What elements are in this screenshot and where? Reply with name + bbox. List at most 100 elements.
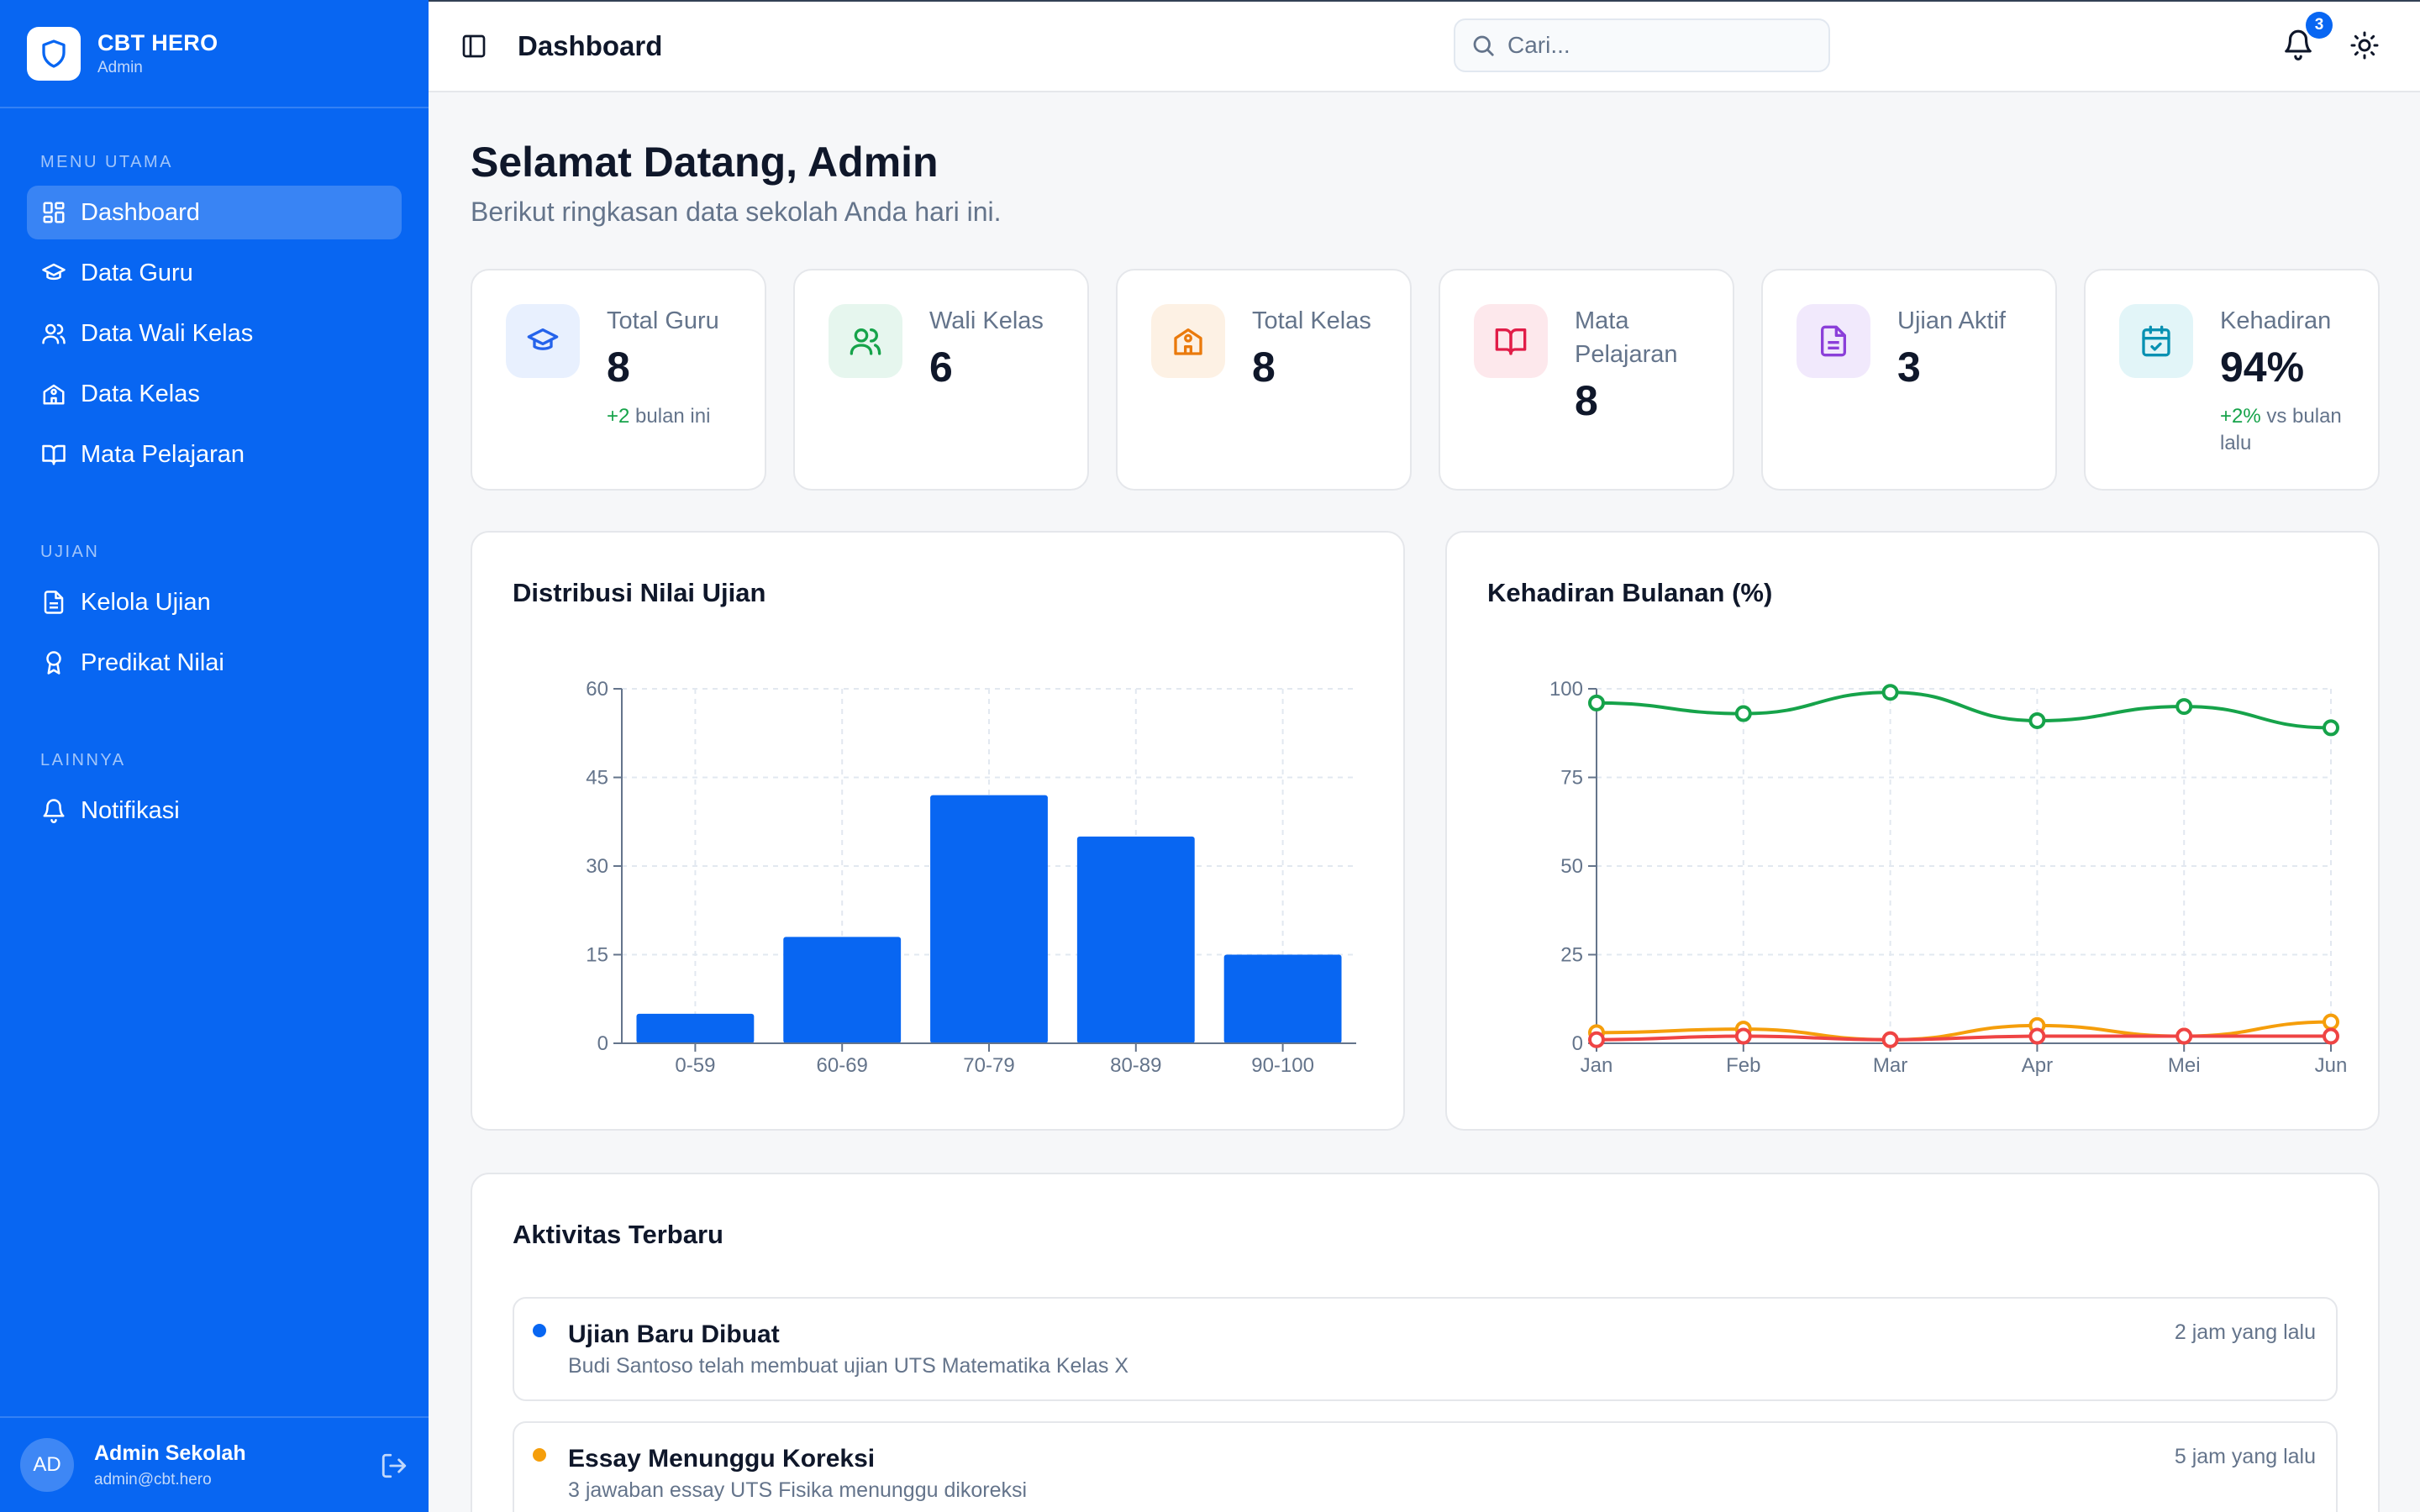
- chart-title: Distribusi Nilai Ujian: [513, 578, 766, 607]
- school-icon: [40, 381, 67, 407]
- user-email: admin@cbt.hero: [94, 1470, 212, 1488]
- series-point: [2323, 719, 2339, 737]
- logout-icon[interactable]: [380, 1452, 408, 1480]
- shield-icon: [27, 26, 81, 81]
- user-name: Admin Sekolah: [94, 1441, 246, 1465]
- stats-row: Total Guru 8 +2 bulan ini Wali Kelas 6 T…: [471, 269, 2380, 491]
- sidebar-item-data-wali-kelas[interactable]: Data Wali Kelas: [27, 307, 402, 360]
- x-tick-label: 90-100: [1251, 1054, 1314, 1077]
- series-point: [2175, 1027, 2193, 1045]
- line-chart: 0 25 50 75 100 Jan Feb Mar Apr Mei Jun: [1549, 678, 2347, 1077]
- sidebar-item-data-guru[interactable]: Data Guru: [27, 246, 402, 300]
- stat-label: Mata Pelajaran: [1575, 307, 1678, 368]
- series-point: [2323, 1027, 2339, 1045]
- y-tick-label: 50: [1560, 855, 1583, 878]
- status-dot: [533, 1448, 546, 1462]
- users-icon: [40, 320, 67, 347]
- graduation-cap-icon: [506, 304, 580, 378]
- y-tick-label: 0: [597, 1032, 608, 1055]
- sidebar-item-mata-pelajaran[interactable]: Mata Pelajaran: [27, 428, 402, 481]
- welcome-subtitle: Berikut ringkasan data sekolah Anda hari…: [471, 197, 1002, 227]
- status-dot: [533, 1324, 546, 1337]
- stat-note: +2 bulan ini: [607, 403, 765, 430]
- sidebar-toggle-icon[interactable]: [459, 31, 489, 61]
- stat-value: 6: [929, 344, 953, 391]
- stat-card-ujian-aktif[interactable]: Ujian Aktif 3: [1761, 269, 2057, 491]
- x-tick-label: Feb: [1726, 1054, 1760, 1077]
- sidebar-item-data-kelas[interactable]: Data Kelas: [27, 367, 402, 421]
- sidebar-item-label: Data Guru: [81, 259, 193, 286]
- stat-label: Kehadiran: [2220, 307, 2332, 334]
- notification-bell-icon[interactable]: [2282, 29, 2316, 62]
- activity-item-desc: 3 jawaban essay UTS Fisika menunggu diko…: [568, 1478, 1028, 1502]
- x-tick-label: Mei: [2168, 1054, 2201, 1077]
- sidebar-item-kelola-ujian[interactable]: Kelola Ujian: [27, 575, 402, 629]
- y-tick-label: 30: [586, 855, 608, 878]
- nav-section-ujian: UJIAN Kelola Ujian Predikat Nilai: [0, 543, 402, 696]
- sidebar-item-predikat-nilai[interactable]: Predikat Nilai: [27, 636, 402, 690]
- x-tick-label: 60-69: [817, 1054, 868, 1077]
- sidebar-item-notifikasi[interactable]: Notifikasi: [27, 784, 402, 837]
- activity-item-desc: Budi Santoso telah membuat ujian UTS Mat…: [568, 1354, 1129, 1378]
- bar: [783, 937, 902, 1043]
- sidebar-item-label: Dashboard: [81, 198, 200, 226]
- stat-value: 8: [1252, 344, 1276, 391]
- activity-item-time: 5 jam yang lalu: [2174, 1445, 2316, 1468]
- activity-item[interactable]: Ujian Baru Dibuat Budi Santoso telah mem…: [513, 1297, 2338, 1401]
- activity-item-time: 2 jam yang lalu: [2174, 1320, 2316, 1344]
- activity-item[interactable]: Essay Menunggu Koreksi 3 jawaban essay U…: [513, 1421, 2338, 1512]
- brand[interactable]: CBT HERO Admin: [0, 0, 429, 108]
- users-icon: [829, 304, 902, 378]
- stat-value: 94%: [2220, 344, 2305, 391]
- series-point: [2028, 711, 2046, 729]
- stat-card-wali-kelas[interactable]: Wali Kelas 6: [793, 269, 1089, 491]
- main-content: Selamat Datang, Admin Berikut ringkasan …: [471, 92, 2380, 1512]
- series-point: [1881, 684, 1899, 701]
- bell-icon: [40, 797, 67, 824]
- sidebar-item-label: Data Wali Kelas: [81, 319, 254, 347]
- stat-label: Ujian Aktif: [1897, 307, 2006, 334]
- chart-card-kehadiran-bulanan: Kehadiran Bulanan (%) 0 25 50 75 100 Jan Feb Ma…: [1445, 531, 2380, 1131]
- series-point: [1734, 705, 1752, 722]
- brand-name: CBT HERO: [97, 29, 218, 55]
- bar: [930, 795, 1048, 1043]
- stat-card-kehadiran[interactable]: Kehadiran 94% +2% vs bulan lalu: [2084, 269, 2380, 491]
- user-profile[interactable]: AD Admin Sekolah admin@cbt.hero: [0, 1416, 429, 1512]
- series-point: [1881, 1031, 1899, 1048]
- sidebar-item-dashboard[interactable]: Dashboard: [27, 186, 402, 239]
- series-point: [2175, 698, 2193, 716]
- file-text-icon: [40, 589, 67, 616]
- stat-note: +2% vs bulan lalu: [2220, 403, 2378, 457]
- series-line-2: [1596, 1034, 2331, 1042]
- welcome-title: Selamat Datang, Admin: [471, 139, 939, 186]
- stat-card-mata-pelajaran[interactable]: Mata Pelajaran 8: [1439, 269, 1734, 491]
- theme-toggle-sun-icon[interactable]: [2349, 30, 2381, 62]
- sidebar-item-label: Kelola Ujian: [81, 588, 211, 616]
- y-tick-label: 15: [586, 944, 608, 967]
- search-input[interactable]: [1507, 32, 1810, 59]
- chart-title: Kehadiran Bulanan (%): [1487, 578, 1773, 607]
- file-text-icon: [1797, 304, 1870, 378]
- stat-value: 8: [1575, 377, 1598, 424]
- stat-card-total-kelas[interactable]: Total Kelas 8: [1116, 269, 1412, 491]
- nav-section-lainnya: LAINNYA Notifikasi: [0, 751, 402, 844]
- search-icon: [1470, 33, 1496, 58]
- x-tick-label: Apr: [2022, 1054, 2053, 1077]
- activity-title: Aktivitas Terbaru: [513, 1220, 723, 1249]
- book-icon: [40, 441, 67, 468]
- y-tick-label: 0: [1572, 1032, 1583, 1055]
- sidebar-item-label: Notifikasi: [81, 796, 180, 824]
- search-field[interactable]: [1454, 18, 1830, 72]
- graduation-cap-icon: [40, 260, 67, 286]
- stat-card-total-guru[interactable]: Total Guru 8 +2 bulan ini: [471, 269, 766, 491]
- bar: [1223, 954, 1342, 1043]
- bar-chart: 0 15 30 45 60 0-59 60-69 70-79 80-89 90-100: [586, 678, 1356, 1077]
- x-tick-label: 70-79: [963, 1054, 1014, 1077]
- y-tick-label: 60: [586, 678, 608, 701]
- avatar: AD: [20, 1438, 74, 1492]
- calendar-check-icon: [2119, 304, 2193, 378]
- activity-card: Aktivitas Terbaru Ujian Baru Dibuat Budi…: [471, 1173, 2380, 1512]
- award-icon: [40, 649, 67, 676]
- section-label: MENU UTAMA: [40, 153, 173, 171]
- series-point: [1588, 1031, 1605, 1048]
